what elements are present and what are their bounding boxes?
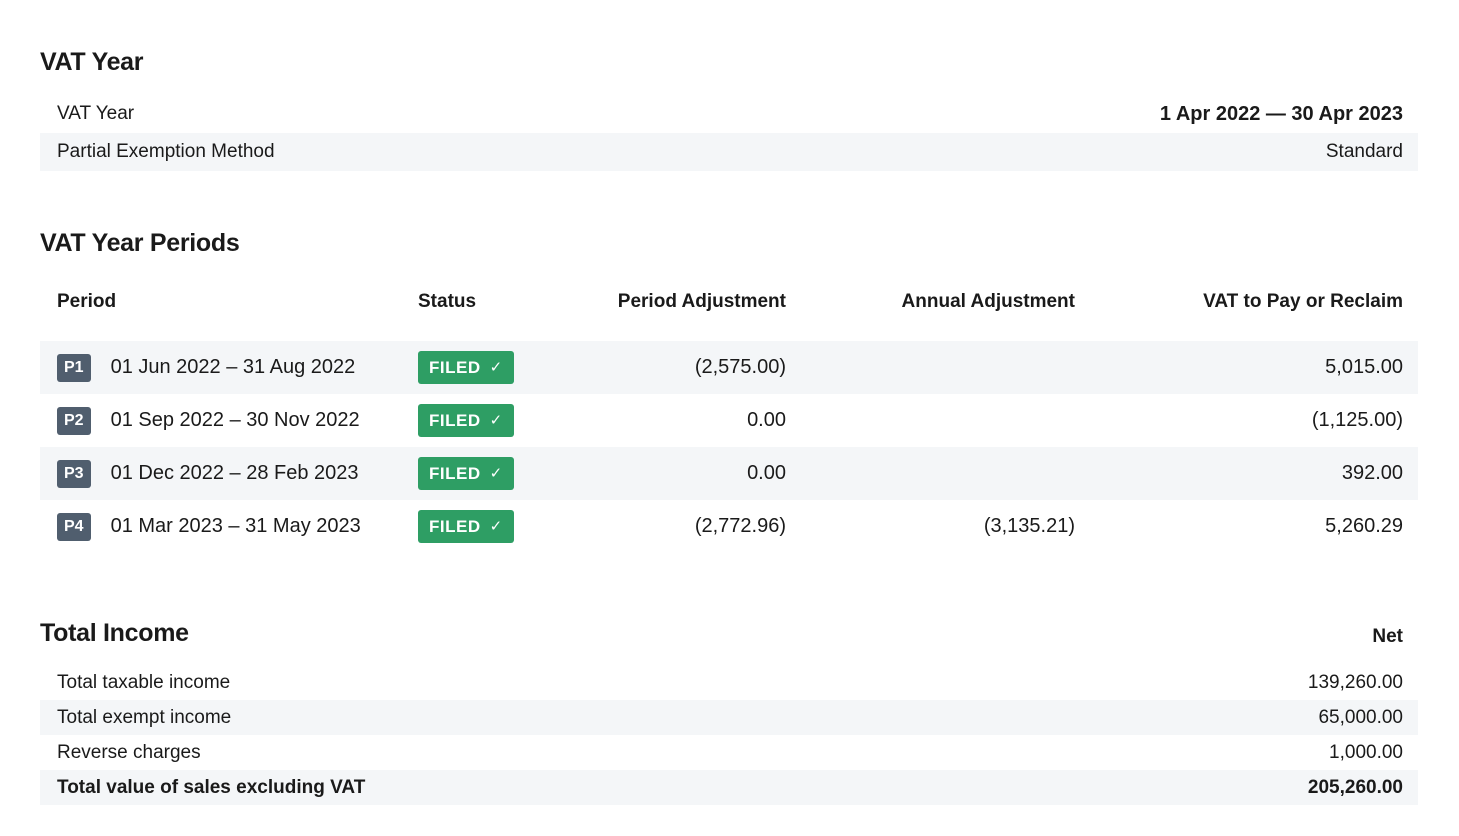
partial-exemption-value: Standard <box>1325 141 1403 162</box>
period-badge: P4 <box>57 512 91 541</box>
partial-exemption-row: Partial Exemption Method Standard <box>40 133 1418 171</box>
check-icon: ✓ <box>489 412 503 429</box>
period-adjustment-value: (2,772.96) <box>694 515 786 537</box>
vat-to-pay-value: 5,260.29 <box>1325 515 1403 537</box>
row-value: 205,260.00 <box>1307 776 1403 798</box>
reverse-charges-row: Reverse charges 1,000.00 <box>40 735 1418 770</box>
period-dates: 01 Jun 2022 – 31 Aug 2022 <box>110 356 356 378</box>
status-badge-label: FILED <box>429 517 481 536</box>
row-value: 139,260.00 <box>1307 671 1403 693</box>
column-header-period: Period <box>57 291 117 312</box>
column-header-status: Status <box>418 291 477 312</box>
period-dates: 01 Mar 2023 – 31 May 2023 <box>110 515 361 537</box>
vat-year-row: VAT Year 1 Apr 2022 — 30 Apr 2023 <box>40 95 1418 133</box>
total-income-title: Total Income <box>40 619 189 647</box>
total-exempt-income-row: Total exempt income 65,000.00 <box>40 700 1418 735</box>
period-row-p3[interactable]: P3 01 Dec 2022 – 28 Feb 2023 FILED ✓ 0.00… <box>40 447 1418 500</box>
period-dates: 01 Sep 2022 – 30 Nov 2022 <box>110 409 360 431</box>
vat-to-pay-value: (1,125.00) <box>1311 409 1403 431</box>
status-badge-label: FILED <box>429 411 481 430</box>
row-value: 65,000.00 <box>1318 706 1403 728</box>
status-cell: FILED ✓ <box>418 510 568 543</box>
status-badge: FILED ✓ <box>418 404 514 437</box>
period-cell: P1 01 Jun 2022 – 31 Aug 2022 <box>57 353 418 382</box>
period-dates: 01 Dec 2022 – 28 Feb 2023 <box>110 462 359 484</box>
total-sales-excluding-vat-row: Total value of sales excluding VAT 205,2… <box>40 770 1418 805</box>
period-adjustment-value: (2,575.00) <box>694 356 786 378</box>
vat-to-pay-value: 5,015.00 <box>1325 356 1403 378</box>
period-row-p1[interactable]: P1 01 Jun 2022 – 31 Aug 2022 FILED ✓ (2,5… <box>40 341 1418 394</box>
vat-to-pay-value: 392.00 <box>1341 462 1403 484</box>
row-label: Total taxable income <box>57 671 231 693</box>
period-badge: P2 <box>57 406 91 435</box>
status-badge: FILED ✓ <box>418 457 514 490</box>
total-taxable-income-row: Total taxable income 139,260.00 <box>40 665 1418 700</box>
row-value: 1,000.00 <box>1329 741 1403 763</box>
period-cell: P4 01 Mar 2023 – 31 May 2023 <box>57 512 418 541</box>
net-column-header: Net <box>1372 626 1403 647</box>
period-adjustment-value: 0.00 <box>747 409 786 431</box>
vat-year-section-title: VAT Year <box>40 48 144 76</box>
vat-year-periods-title: VAT Year Periods <box>40 229 240 257</box>
check-icon: ✓ <box>489 465 503 482</box>
row-label: Total value of sales excluding VAT <box>57 776 366 798</box>
column-header-vat-to-pay: VAT to Pay or Reclaim <box>1203 291 1403 312</box>
periods-header-row: Period Status Period Adjustment Annual A… <box>40 289 1418 315</box>
status-badge-label: FILED <box>429 358 481 377</box>
period-badge: P1 <box>57 353 91 382</box>
period-cell: P3 01 Dec 2022 – 28 Feb 2023 <box>57 459 418 488</box>
vat-year-section: VAT Year VAT Year 1 Apr 2022 — 30 Apr 20… <box>40 46 1418 171</box>
status-badge: FILED ✓ <box>418 351 514 384</box>
vat-year-table: VAT Year 1 Apr 2022 — 30 Apr 2023 Partia… <box>40 95 1418 171</box>
status-cell: FILED ✓ <box>418 457 568 490</box>
status-badge-label: FILED <box>429 464 481 483</box>
column-header-period-adjustment: Period Adjustment <box>617 291 786 312</box>
partial-exemption-label: Partial Exemption Method <box>57 141 275 162</box>
vat-year-periods-section: VAT Year Periods Period Status Period Ad… <box>40 227 1418 553</box>
period-adjustment-value: 0.00 <box>747 462 786 484</box>
vat-year-label: VAT Year <box>57 103 135 124</box>
row-label: Total exempt income <box>57 706 232 728</box>
status-cell: FILED ✓ <box>418 351 568 384</box>
annual-adjustment-value: (3,135.21) <box>983 515 1075 537</box>
period-row-p2[interactable]: P2 01 Sep 2022 – 30 Nov 2022 FILED ✓ 0.00… <box>40 394 1418 447</box>
check-icon: ✓ <box>489 518 503 535</box>
period-cell: P2 01 Sep 2022 – 30 Nov 2022 <box>57 406 418 435</box>
vat-report-page: VAT Year VAT Year 1 Apr 2022 — 30 Apr 20… <box>40 46 1418 805</box>
status-badge: FILED ✓ <box>418 510 514 543</box>
total-income-table: Total taxable income 139,260.00 Total ex… <box>40 665 1418 805</box>
period-badge: P3 <box>57 459 91 488</box>
column-header-annual-adjustment: Annual Adjustment <box>901 291 1075 312</box>
status-cell: FILED ✓ <box>418 404 568 437</box>
row-label: Reverse charges <box>57 741 201 763</box>
vat-year-value: 1 Apr 2022 — 30 Apr 2023 <box>1159 102 1403 125</box>
total-income-section: Total Income Net Total taxable income 13… <box>40 617 1418 805</box>
period-row-p4[interactable]: P4 01 Mar 2023 – 31 May 2023 FILED ✓ (2,7… <box>40 500 1418 553</box>
total-income-header: Total Income Net <box>40 617 1418 649</box>
check-icon: ✓ <box>489 359 503 376</box>
